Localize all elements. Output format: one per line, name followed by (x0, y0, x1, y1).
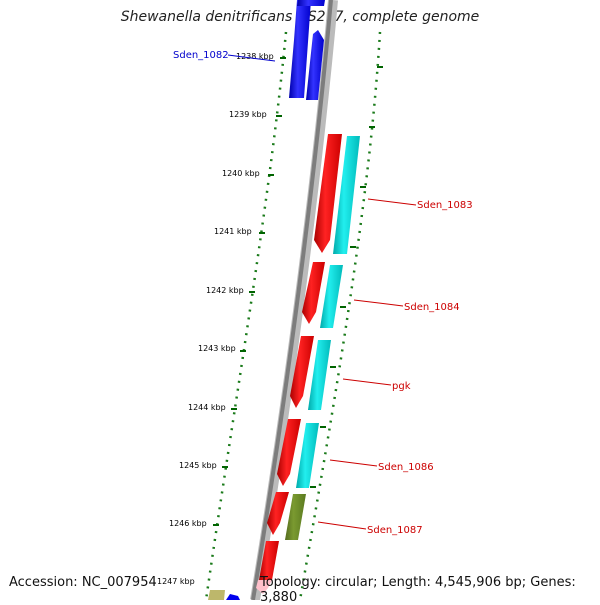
leader-sden-1084 (353, 299, 404, 307)
tick-label-1238: 1238 kbp (236, 52, 274, 61)
gene-blue-1[interactable] (289, 0, 311, 98)
leader-sden-1082 (227, 54, 276, 62)
gene-label-sden-1083[interactable]: Sden_1083 (417, 200, 473, 211)
tick-label-1240: 1240 kbp (222, 169, 260, 178)
topology-text: Topology: circular; Length: 4,545,906 bp… (260, 575, 576, 605)
tick-label-1242: 1242 kbp (206, 286, 244, 295)
gene-pgk-red[interactable] (290, 336, 314, 408)
gene-label-sden-1084[interactable]: Sden_1084 (404, 302, 460, 313)
inner-dotted-ring (204, 31, 288, 600)
gene-sden-1086-red[interactable] (277, 419, 301, 486)
tick-label-1244: 1244 kbp (188, 403, 226, 412)
gene-sden-1087-olive[interactable] (285, 494, 306, 540)
tick-marks (213, 57, 383, 526)
tick-label-1243: 1243 kbp (198, 344, 236, 353)
leader-pgk (342, 378, 392, 386)
backbone (251, 0, 333, 600)
tick-label-1246: 1246 kbp (169, 519, 207, 528)
gene-sden-1087-red[interactable] (267, 492, 289, 535)
gene-label-sden-1082[interactable]: Sden_1082 (173, 50, 229, 61)
leader-sden-1086 (329, 459, 378, 467)
gene-sden-1084-red[interactable] (302, 262, 325, 324)
gene-pgk-cyan[interactable] (308, 340, 331, 410)
gene-label-sden-1086[interactable]: Sden_1086 (378, 462, 434, 473)
tick-label-1239: 1239 kbp (229, 110, 267, 119)
gene-blue-2[interactable] (306, 30, 324, 100)
gene-label-pgk[interactable]: pgk (392, 381, 411, 392)
gene-sden-1083-red[interactable] (314, 134, 342, 253)
accession-text: Accession: NC_007954 (9, 575, 157, 590)
leader-sden-1083 (367, 198, 417, 206)
gene-sden-1083-cyan[interactable] (333, 136, 360, 254)
gene-blue-bottom[interactable] (226, 594, 240, 600)
gene-red-bottom[interactable] (259, 541, 279, 580)
gene-pink-bottom[interactable] (256, 580, 272, 594)
gene-sden-1084-cyan[interactable] (320, 265, 343, 328)
tick-label-1241: 1241 kbp (214, 227, 252, 236)
gene-sden-1086-cyan[interactable] (296, 423, 319, 488)
gene-blue-top[interactable] (297, 0, 325, 6)
gene-label-sden-1087[interactable]: Sden_1087 (367, 525, 423, 536)
gene-khaki-bottom[interactable] (208, 590, 225, 600)
outer-dotted-ring (298, 31, 382, 600)
tick-label-1245: 1245 kbp (179, 461, 217, 470)
leader-sden-1087 (317, 521, 367, 530)
tick-label-1247: 1247 kbp (157, 577, 195, 586)
